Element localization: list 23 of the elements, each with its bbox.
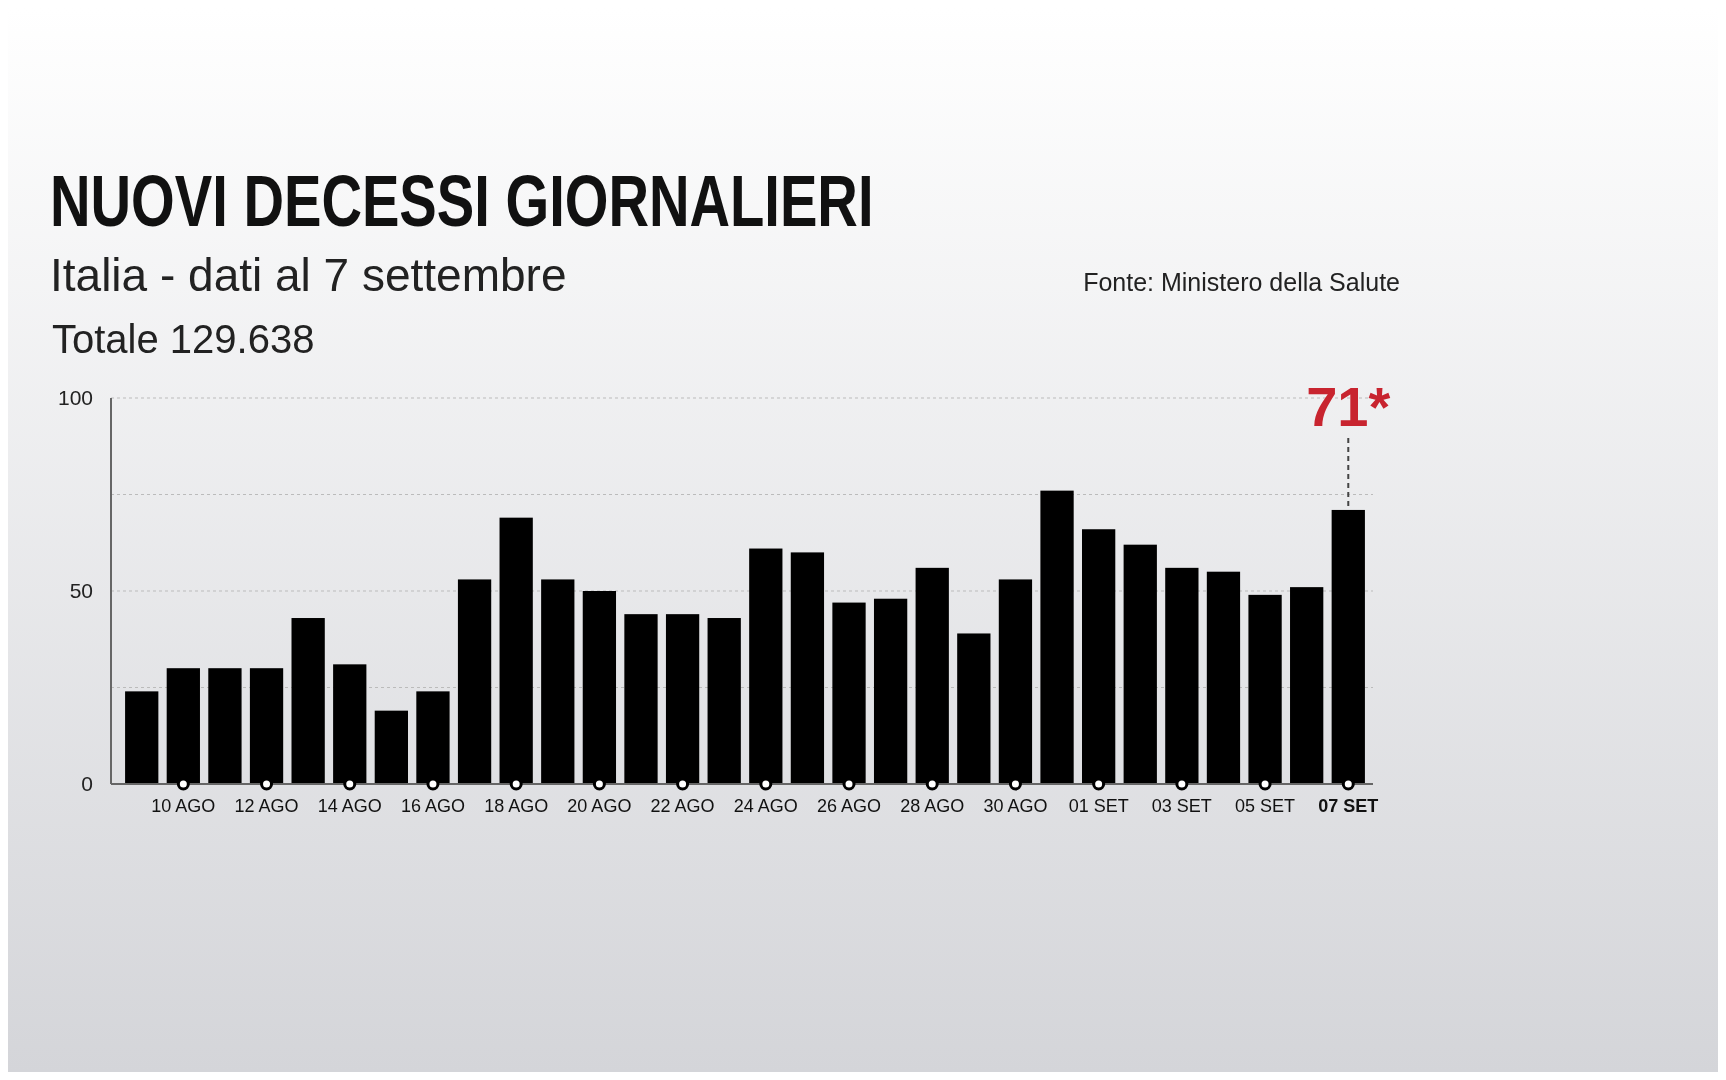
y-tick-label: 50: [69, 579, 93, 602]
chart-subtitle: Italia - dati al 7 settembre: [50, 249, 567, 301]
x-tick-label: 20 AGO: [567, 796, 632, 816]
x-tick-label: 18 AGO: [484, 796, 549, 816]
x-tick-label: 28 AGO: [900, 796, 965, 816]
x-tick-label: 03 SET: [1151, 796, 1212, 816]
x-tick-label: 05 SET: [1235, 796, 1296, 816]
x-tick-label: 10 AGO: [151, 796, 216, 816]
y-tick-label: 100: [57, 386, 93, 409]
y-tick-label: 0: [81, 772, 93, 795]
chart-title: NUOVI DECESSI GIORNALIERI: [50, 161, 874, 242]
x-tick-label: 22 AGO: [650, 796, 715, 816]
x-tick-label: 01 SET: [1068, 796, 1129, 816]
x-tick-label: 26 AGO: [816, 796, 882, 816]
x-tick-label: 07 SET: [1318, 796, 1379, 816]
x-tick-label: 24 AGO: [733, 796, 798, 816]
x-tick-label: 30 AGO: [983, 796, 1048, 816]
x-tick-label: 16 AGO: [400, 796, 465, 816]
annotation: 71*: [1306, 375, 1391, 438]
source-note: Fonte: Ministero della Salute: [1083, 268, 1400, 296]
x-tick-label: 14 AGO: [317, 796, 382, 816]
x-tick-label: 12 AGO: [234, 796, 299, 816]
text: Totale 129.638: [52, 317, 315, 361]
